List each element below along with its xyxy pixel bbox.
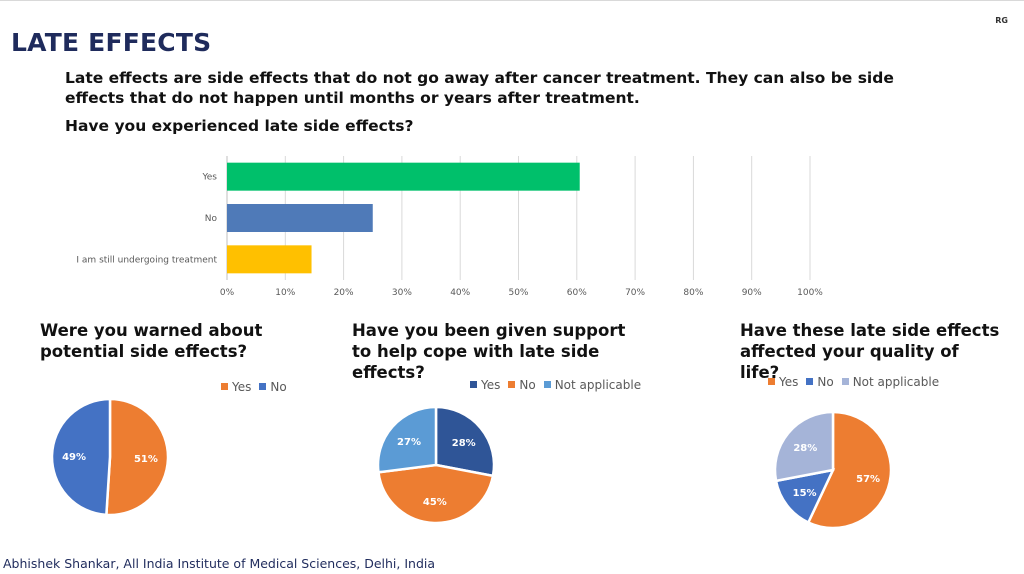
support-pie-chart: 28% 45% 27%	[376, 405, 496, 525]
pie-slice	[806, 410, 893, 530]
legend-label: Yes	[232, 380, 252, 394]
pie-slice	[105, 397, 170, 517]
legend-item: Yes	[470, 378, 500, 392]
pie-data-label: 57%	[856, 474, 880, 485]
pie-data-label: 51%	[134, 454, 158, 465]
pie-data-label: 45%	[423, 497, 447, 508]
pie-data-label: 15%	[793, 488, 817, 499]
legend-swatch	[768, 378, 775, 385]
legend-item: No	[508, 378, 536, 392]
pie3-title: Have these late side effects affected yo…	[740, 321, 1000, 382]
pie-data-label: 28%	[452, 438, 476, 449]
y-category-label: I am still undergoing treatment	[76, 255, 217, 265]
x-tick-label: 70%	[625, 288, 645, 298]
footer-credit: Abhishek Shankar, All India Institute of…	[3, 556, 436, 571]
legend-label: No	[270, 380, 287, 394]
pie1-legend: Yes No	[221, 380, 295, 394]
x-tick-label: 0%	[220, 288, 235, 298]
page-title: LATE EFFECTS	[11, 28, 212, 57]
y-category-label: No	[205, 214, 218, 224]
legend-swatch	[470, 381, 477, 388]
pie2-title: Have you been given support to help cope…	[352, 321, 626, 382]
pie-data-label: 49%	[62, 452, 86, 463]
legend-swatch	[508, 381, 516, 388]
legend-swatch	[841, 378, 849, 385]
x-tick-label: 90%	[742, 288, 762, 298]
pie-slice	[376, 405, 438, 474]
bar	[227, 245, 312, 274]
pie3-legend: Yes No Not applicable	[768, 375, 947, 389]
legend-label: Not applicable	[554, 378, 642, 392]
x-tick-label: 10%	[275, 288, 295, 298]
x-tick-label: 30%	[392, 288, 412, 298]
bar	[227, 204, 373, 232]
bar-chart-question: Have you experienced late side effects?	[65, 117, 414, 135]
pie2-legend: Yes No Not applicable	[470, 378, 649, 392]
pie-slice	[50, 397, 112, 517]
x-tick-label: 60%	[567, 288, 587, 298]
legend-label: No	[817, 375, 834, 389]
x-tick-label: 100%	[797, 288, 823, 298]
corner-mark: RG	[995, 16, 1008, 25]
legend-label: Not applicable	[852, 375, 940, 389]
legend-item: No	[259, 380, 287, 394]
pie1-title: Were you warned about potential side eff…	[40, 321, 263, 361]
legend-item: Not applicable	[841, 375, 940, 389]
legend-swatch	[259, 383, 267, 390]
intro-text: Late effects are side effects that do no…	[65, 69, 894, 107]
pie-data-label: 27%	[397, 437, 421, 448]
legend-swatch	[543, 381, 551, 388]
x-tick-label: 40%	[450, 288, 470, 298]
legend-item: Yes	[221, 380, 251, 394]
legend-label: Yes	[481, 378, 501, 392]
quality-pie-chart: 57% 15% 28%	[773, 410, 893, 530]
pie-slice	[773, 410, 835, 483]
x-tick-label: 80%	[683, 288, 703, 298]
legend-item: No	[806, 375, 834, 389]
legend-label: Yes	[779, 375, 799, 389]
legend-label: No	[519, 378, 536, 392]
legend-swatch	[221, 383, 228, 390]
x-tick-label: 20%	[334, 288, 354, 298]
legend-item: Not applicable	[543, 378, 642, 392]
legend-item: Yes	[768, 375, 798, 389]
pie-data-label: 28%	[793, 443, 817, 454]
warned-pie-chart: 51% 49%	[50, 397, 170, 517]
y-category-label: Yes	[201, 173, 217, 183]
x-tick-label: 50%	[508, 288, 528, 298]
top-divider	[0, 0, 1024, 1]
legend-swatch	[806, 378, 814, 385]
pie-slice	[434, 405, 496, 478]
pie-slice	[377, 463, 495, 525]
bar	[227, 162, 580, 191]
